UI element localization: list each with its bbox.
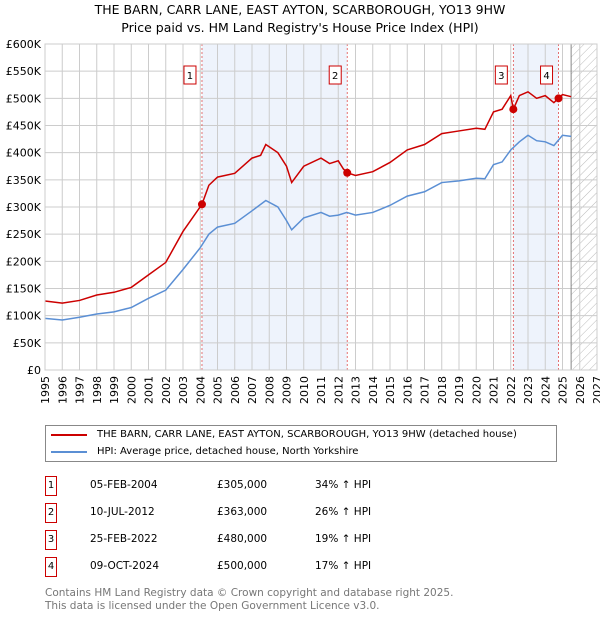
- y-tick-label: £600K: [6, 38, 42, 51]
- sale-date: 10-JUL-2012: [90, 506, 155, 518]
- y-tick-label: £550K: [6, 65, 42, 78]
- sale-label-box: [183, 65, 197, 85]
- legend: THE BARN, CARR LANE, EAST AYTON, SCARBOR…: [45, 425, 557, 462]
- sale-marker-badge: 1: [45, 476, 57, 496]
- sale-hpi-diff: 19% ↑ HPI: [315, 533, 372, 545]
- sale-label-box: [328, 65, 342, 85]
- x-tick-label: 2003: [177, 376, 190, 404]
- x-tick-label: 2020: [470, 376, 483, 404]
- x-tick-label: 2010: [298, 376, 311, 404]
- x-tick-label: 2000: [125, 376, 138, 404]
- sale-price: £480,000: [217, 533, 268, 545]
- sale-price: £305,000: [217, 479, 268, 491]
- x-tick-label: 2025: [557, 376, 570, 404]
- y-tick-label: £250K: [6, 228, 42, 241]
- sale-hpi-diff: 17% ↑ HPI: [315, 560, 372, 572]
- sale-hpi-diff: 34% ↑ HPI: [315, 479, 372, 491]
- plot-frame: [44, 43, 598, 371]
- y-tick-label: £350K: [6, 174, 42, 187]
- x-tick-label: 2022: [505, 376, 518, 404]
- hpi-series-line: [44, 134, 572, 321]
- sale-label-box: [494, 65, 508, 85]
- property-series-line: [44, 90, 572, 304]
- x-tick-label: 1999: [108, 376, 121, 404]
- x-tick-label: 2027: [591, 376, 600, 404]
- x-tick-label: 2005: [212, 376, 225, 404]
- sale-marker-badge: 4: [45, 557, 57, 577]
- x-tick-label: 2012: [332, 376, 345, 404]
- sale-date: 09-OCT-2024: [90, 560, 159, 572]
- legend-item-property: THE BARN, CARR LANE, EAST AYTON, SCARBOR…: [51, 429, 517, 440]
- x-tick-label: 2017: [419, 376, 432, 404]
- sale-point: [554, 94, 563, 103]
- sale-point: [343, 168, 352, 177]
- sale-label: 2: [332, 71, 338, 82]
- sale-date: 05-FEB-2004: [90, 479, 158, 491]
- legend-item-hpi: HPI: Average price, detached house, Nort…: [51, 446, 358, 457]
- x-tick-label: 2001: [143, 376, 156, 404]
- y-tick-label: £450K: [6, 120, 42, 133]
- x-tick-label: 2016: [401, 376, 414, 404]
- x-tick-label: 1997: [74, 376, 87, 404]
- sale-label: 3: [498, 71, 504, 82]
- x-tick-label: 2014: [367, 376, 380, 404]
- chart-title: THE BARN, CARR LANE, EAST AYTON, SCARBOR…: [94, 2, 506, 17]
- footer: Contains HM Land Registry data © Crown c…: [45, 587, 453, 613]
- y-tick-label: £150K: [6, 283, 42, 296]
- x-tick-label: 1998: [91, 376, 104, 404]
- sale-label-box: [540, 65, 554, 85]
- chart-subtitle: Price paid vs. HM Land Registry's House …: [121, 20, 479, 35]
- sale-point: [509, 105, 518, 114]
- legend-label: HPI: Average price, detached house, Nort…: [97, 446, 359, 457]
- legend-swatch-blue: [51, 450, 87, 453]
- x-tick-label: 2013: [350, 376, 363, 404]
- x-tick-label: 1995: [39, 376, 52, 404]
- x-tick-label: 2021: [488, 376, 501, 404]
- x-tick-label: 2024: [539, 376, 552, 404]
- y-tick-label: £400K: [6, 147, 42, 160]
- sale-marker-badge: 3: [45, 530, 57, 550]
- footer-copyright: Contains HM Land Registry data © Crown c…: [45, 587, 454, 599]
- sale-date: 25-FEB-2022: [90, 533, 158, 545]
- y-tick-label: £0: [27, 364, 41, 377]
- sale-price: £363,000: [217, 506, 268, 518]
- x-tick-label: 2019: [453, 376, 466, 404]
- y-tick-label: £50K: [13, 337, 42, 350]
- y-tick-label: £100K: [6, 310, 42, 323]
- y-tick-label: £500K: [6, 92, 42, 105]
- x-tick-label: 2023: [522, 376, 535, 404]
- legend-swatch-red: [51, 433, 87, 436]
- sale-hpi-diff: 26% ↑ HPI: [315, 506, 372, 518]
- sale-marker-badge: 2: [45, 503, 57, 523]
- sale-price: £500,000: [217, 560, 268, 572]
- x-tick-label: 2009: [281, 376, 294, 404]
- y-tick-label: £200K: [6, 255, 42, 268]
- price-chart: 1995 1996 1997 1998 1999 2000 2001 2002 2003 2004…: [6, 38, 600, 404]
- sale-point: [197, 200, 206, 209]
- y-tick-label: £300K: [6, 201, 42, 214]
- sale-label: 1: [187, 71, 193, 82]
- sale-label: 4: [543, 71, 549, 82]
- x-tick-label: 2015: [384, 376, 397, 404]
- x-tick-label: 2011: [315, 376, 328, 404]
- x-tick-label: 2006: [229, 376, 242, 404]
- x-tick-label: 2008: [263, 376, 276, 404]
- legend-label: THE BARN, CARR LANE, EAST AYTON, SCARBOR…: [97, 429, 517, 440]
- x-tick-label: 2004: [194, 376, 207, 404]
- x-tick-label: 2018: [436, 376, 449, 404]
- x-tick-label: 2007: [246, 376, 259, 404]
- footer-licence: This data is licensed under the Open Gov…: [45, 600, 380, 612]
- x-tick-label: 1996: [56, 376, 69, 404]
- x-tick-label: 2026: [574, 376, 587, 404]
- x-tick-label: 2002: [160, 376, 173, 404]
